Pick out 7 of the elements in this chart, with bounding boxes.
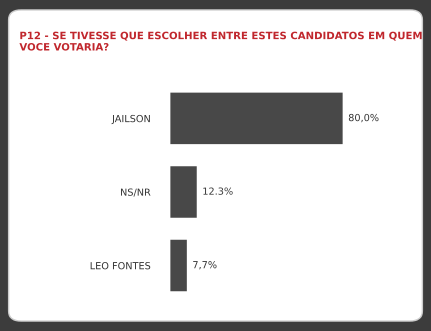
chart-title: P12 - SE TIVESSE QUE ESCOLHER ENTRE ESTES CANDIDATOS EM QUEM VOCE VOTARIA? bbox=[19, 32, 422, 51]
y-tick-label: JAILSON bbox=[112, 114, 150, 124]
y-tick-label: NS/NR bbox=[121, 188, 151, 197]
data-label: 80,0% bbox=[348, 114, 379, 122]
data-label: 12.3% bbox=[203, 187, 233, 195]
data-label: 7,7% bbox=[193, 261, 217, 270]
y-tick-label: LEO FONTES bbox=[90, 262, 150, 270]
